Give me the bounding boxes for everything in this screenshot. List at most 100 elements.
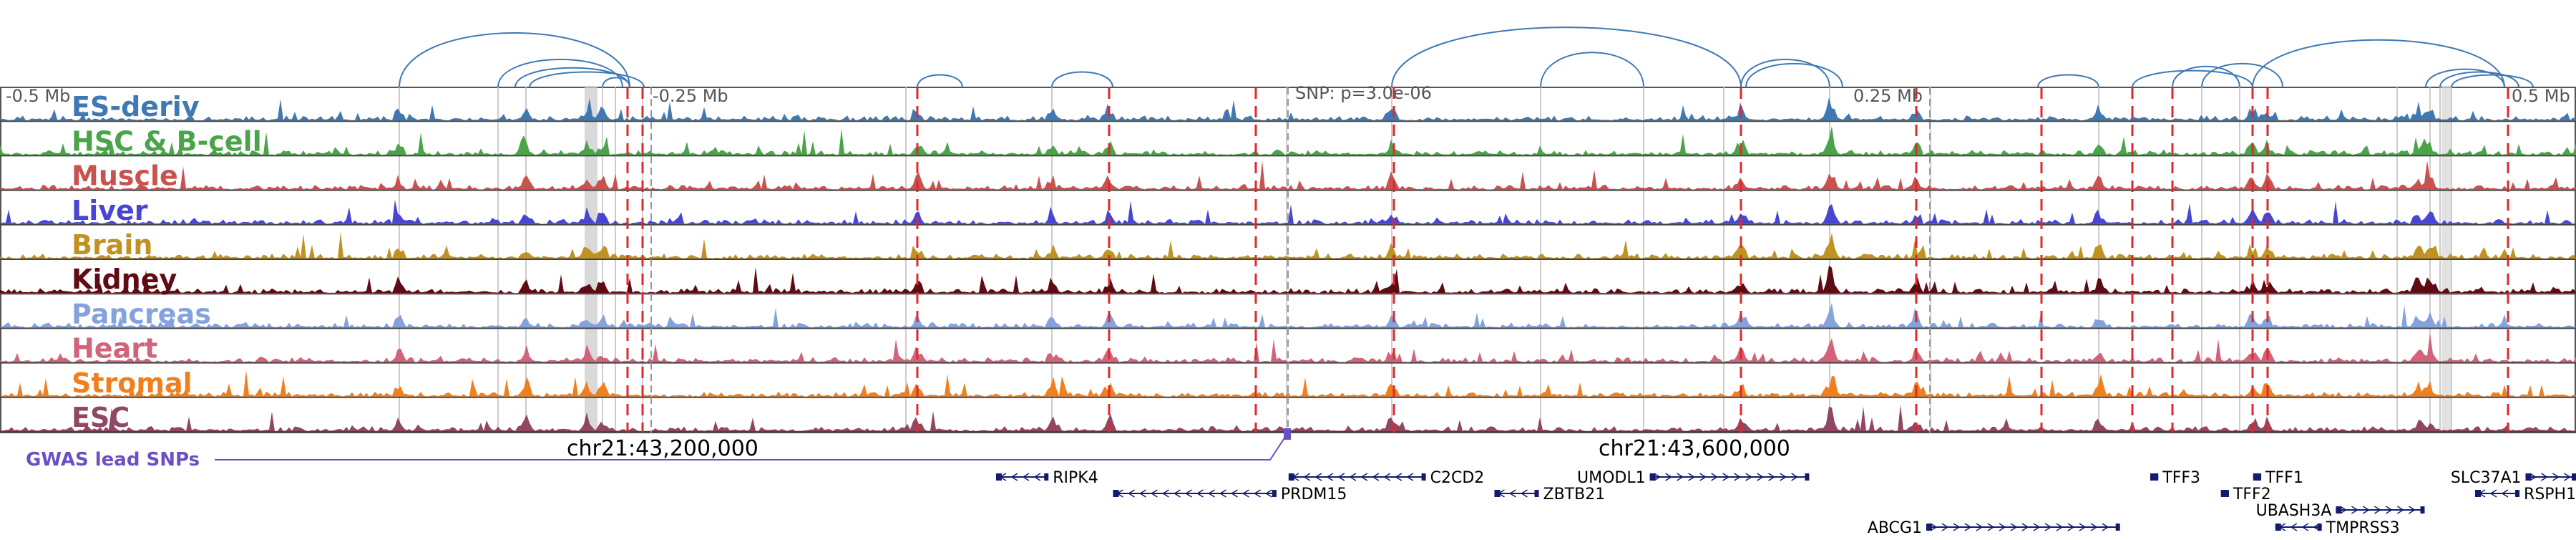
gene-ripk4: RIPK4 (995, 469, 1098, 487)
gene-exon (2115, 524, 2120, 531)
interaction-arc (2172, 65, 2240, 88)
gene-exon (2525, 473, 2532, 481)
interaction-arc (602, 77, 630, 88)
strand-arrow (1711, 473, 1719, 481)
gene-exon (2220, 490, 2227, 497)
strand-arrow (1757, 473, 1765, 481)
gene-abcg1: ABCG1 (1868, 519, 2120, 537)
strand-arrow (2363, 506, 2370, 514)
strand-arrow (1722, 473, 1730, 481)
signal-track-muscle (0, 160, 2576, 191)
chr-label-second: chr21:43,600,000 (1599, 436, 1790, 461)
gene-zbtb21: ZBTB21 (1494, 486, 1605, 503)
gene-label: TFF1 (2265, 469, 2303, 487)
strand-arrow (2102, 523, 2109, 531)
strand-arrow (1987, 523, 1995, 531)
gene-exon (1926, 524, 1932, 531)
strand-arrow (2541, 473, 2548, 481)
gene-exon (1272, 490, 1277, 497)
gene-exon (995, 473, 1002, 481)
track-label: Kidney (72, 264, 177, 295)
track-label: Liver (72, 195, 148, 226)
gene-exon (2224, 490, 2229, 497)
gene-exon (1113, 490, 1119, 497)
interaction-arc (1051, 71, 1113, 88)
strand-arrow (1010, 473, 1018, 481)
gene-c2cd2: C2CD2 (1288, 469, 1484, 487)
track-label: Muscle (72, 160, 178, 192)
strand-arrow (2056, 523, 2064, 531)
strand-arrow (2340, 506, 2347, 514)
snp-lines (626, 87, 2509, 433)
strand-arrow (1337, 473, 1345, 481)
track-label: Pancreas (72, 298, 211, 329)
strand-arrow (2079, 523, 2087, 531)
gene-exon (2475, 490, 2481, 497)
strand-arrow (1208, 489, 1215, 498)
strand-arrow (1999, 523, 2006, 531)
strand-arrow (1242, 489, 1249, 498)
strand-arrow (2021, 523, 2029, 531)
interaction-arc (529, 71, 645, 88)
strand-arrow (1231, 489, 1238, 498)
coord-label-right-mid: 0.25 Mb (1853, 86, 1923, 106)
strand-arrow (1219, 489, 1226, 498)
interaction-arc (2201, 62, 2283, 88)
strand-arrow (2090, 523, 2098, 531)
strand-arrow (2564, 473, 2571, 481)
strand-arrow (1745, 473, 1753, 481)
interaction-arcs (399, 26, 2534, 88)
interaction-arc (917, 74, 963, 88)
strand-arrow (2501, 489, 2509, 498)
strand-arrow (1768, 473, 1776, 481)
strand-arrow (2409, 506, 2416, 514)
track-label: Stromal (72, 367, 192, 399)
track-label: ES-deriv (72, 91, 200, 122)
signal-track-liver (0, 200, 2576, 226)
strand-arrow (1033, 473, 1041, 481)
coord-label-left-mid: -0.25 Mb (653, 86, 728, 106)
strand-arrow (1688, 473, 1696, 481)
gene-tff2: TFF2 (2220, 486, 2271, 503)
interaction-arc (2132, 69, 2253, 88)
gene-exon (1044, 473, 1049, 481)
strand-arrow (1349, 473, 1357, 481)
gene-slc37a1: SLC37A1 (2451, 469, 2576, 487)
gene-label: ZBTB21 (1543, 486, 1606, 503)
gwas-snp-marker (1284, 428, 1291, 440)
strand-arrow (2033, 523, 2041, 531)
strand-arrow (1734, 473, 1742, 481)
strand-arrow (1128, 489, 1135, 498)
strand-arrow (1326, 473, 1334, 481)
gene-umodl1: UMODL1 (1577, 469, 1810, 487)
strand-arrow (1151, 489, 1158, 498)
strand-arrow (1665, 473, 1673, 481)
interaction-arc (1740, 59, 1830, 88)
gene-label: RIPK4 (1053, 469, 1098, 487)
gene-exon (1288, 473, 1294, 481)
coord-label-left: -0.5 Mb (6, 86, 70, 106)
gene-exon (2275, 524, 2281, 531)
coord-label-snp: SNP: p=3.0e-06 (1295, 83, 1432, 103)
gene-exon (1534, 490, 1539, 497)
gwas-pointer-line (215, 432, 1289, 461)
gwas-label: GWAS lead SNPs (26, 449, 200, 471)
strand-arrow (2067, 523, 2075, 531)
track-label: Brain (72, 229, 152, 261)
gwas-lead-snps: GWAS lead SNPs (26, 428, 1291, 471)
signal-area (0, 370, 2576, 397)
gene-label: TFF2 (2233, 486, 2271, 503)
gene-tmprss3: TMPRSS3 (2275, 519, 2400, 537)
gene-exon (2420, 506, 2425, 514)
strand-arrow (2529, 473, 2537, 481)
gene-exon (1649, 473, 1656, 481)
strand-arrow (1521, 489, 1528, 498)
strand-arrow (1360, 473, 1368, 481)
interaction-arc (2252, 39, 2505, 88)
gene-label: RSPH1 (2524, 486, 2576, 503)
gene-ubash3a: UBASH3A (2256, 502, 2425, 520)
track-label: ESC (72, 402, 130, 433)
gene-rsph1: RSPH1 (2475, 486, 2576, 503)
